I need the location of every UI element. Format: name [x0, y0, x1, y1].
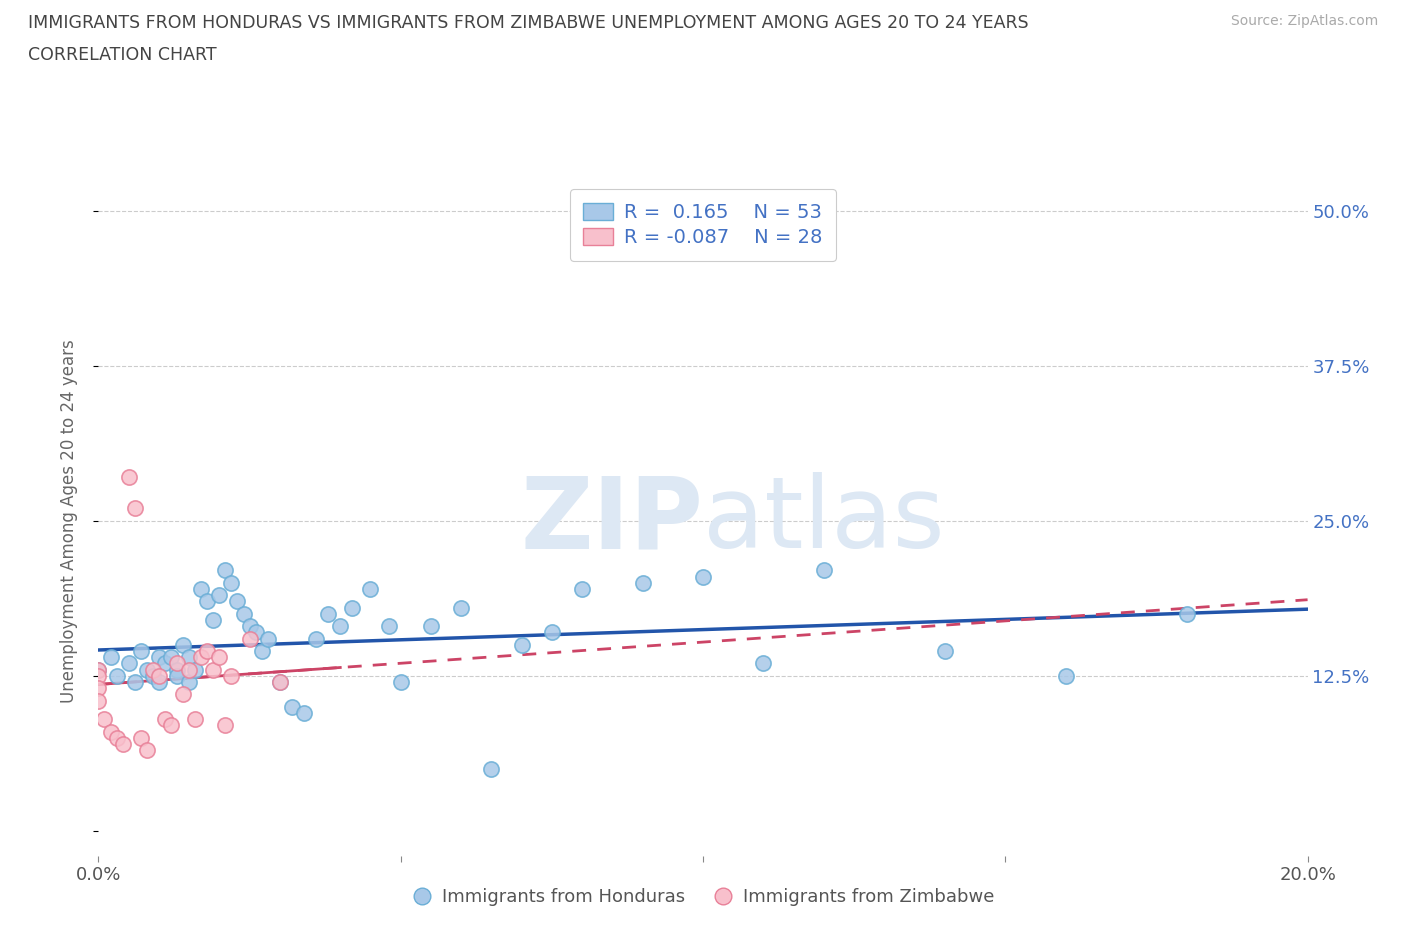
Point [389, 674, 412, 689]
Point [153, 711, 176, 726]
Point [118, 656, 141, 671]
Point [214, 718, 236, 733]
Point [87, 681, 110, 696]
Point [179, 650, 201, 665]
Point [148, 669, 170, 684]
Point [184, 711, 207, 726]
Point [100, 650, 122, 665]
Point [226, 594, 249, 609]
Point [111, 737, 134, 751]
Point [239, 618, 262, 633]
Point [305, 631, 328, 646]
Point [190, 650, 212, 665]
Point [232, 606, 254, 621]
Point [118, 470, 141, 485]
Point [208, 588, 231, 603]
Text: ZIP: ZIP [520, 472, 703, 569]
Point [208, 650, 231, 665]
Point [87, 662, 110, 677]
Point [1175, 606, 1198, 621]
Point [105, 669, 128, 684]
Point [179, 662, 201, 677]
Point [571, 581, 593, 596]
Point [87, 662, 110, 677]
Point [250, 644, 273, 658]
Y-axis label: Unemployment Among Ages 20 to 24 years: Unemployment Among Ages 20 to 24 years [59, 339, 77, 703]
Point [142, 662, 165, 677]
Point [100, 724, 122, 739]
Point [195, 644, 218, 658]
Point [124, 501, 146, 516]
Point [87, 669, 110, 684]
Point [124, 674, 146, 689]
Point [360, 581, 382, 596]
Text: Source: ZipAtlas.com: Source: ZipAtlas.com [1230, 14, 1378, 28]
Point [87, 693, 110, 708]
Point [166, 662, 188, 677]
Point [245, 625, 267, 640]
Point [135, 743, 157, 758]
Point [93, 711, 115, 726]
Point [256, 631, 278, 646]
Point [1054, 669, 1077, 684]
Point [510, 637, 533, 652]
Point [166, 669, 188, 684]
Point [105, 730, 128, 745]
Point [329, 618, 352, 633]
Point [160, 650, 183, 665]
Point [166, 656, 188, 671]
Point [184, 662, 207, 677]
Point [420, 618, 443, 633]
Point [142, 669, 165, 684]
Point [160, 718, 183, 733]
Point [540, 625, 562, 640]
Point [281, 699, 304, 714]
Text: IMMIGRANTS FROM HONDURAS VS IMMIGRANTS FROM ZIMBABWE UNEMPLOYMENT AMONG AGES 20 : IMMIGRANTS FROM HONDURAS VS IMMIGRANTS F… [28, 14, 1029, 32]
Point [481, 762, 503, 777]
Point [148, 674, 170, 689]
Point [292, 706, 315, 721]
Point [752, 656, 775, 671]
Point [934, 644, 956, 658]
Point [172, 687, 194, 702]
Point [631, 576, 654, 591]
Point [316, 606, 339, 621]
Point [342, 600, 364, 615]
Point [179, 674, 201, 689]
Point [153, 656, 176, 671]
Point [129, 644, 152, 658]
Point [195, 594, 218, 609]
Point [450, 600, 472, 615]
Point [221, 576, 243, 591]
Point [221, 669, 243, 684]
Point [692, 569, 714, 584]
Legend: Immigrants from Honduras, Immigrants from Zimbabwe: Immigrants from Honduras, Immigrants fro… [405, 881, 1001, 913]
Point [129, 730, 152, 745]
Text: atlas: atlas [703, 472, 945, 569]
Point [239, 631, 262, 646]
Point [269, 674, 291, 689]
Point [148, 650, 170, 665]
Point [202, 662, 225, 677]
Point [214, 563, 236, 578]
Text: CORRELATION CHART: CORRELATION CHART [28, 46, 217, 64]
Point [172, 637, 194, 652]
Point [135, 662, 157, 677]
Point [202, 613, 225, 628]
Point [377, 618, 399, 633]
Point [813, 563, 835, 578]
Point [190, 581, 212, 596]
Point [269, 674, 291, 689]
